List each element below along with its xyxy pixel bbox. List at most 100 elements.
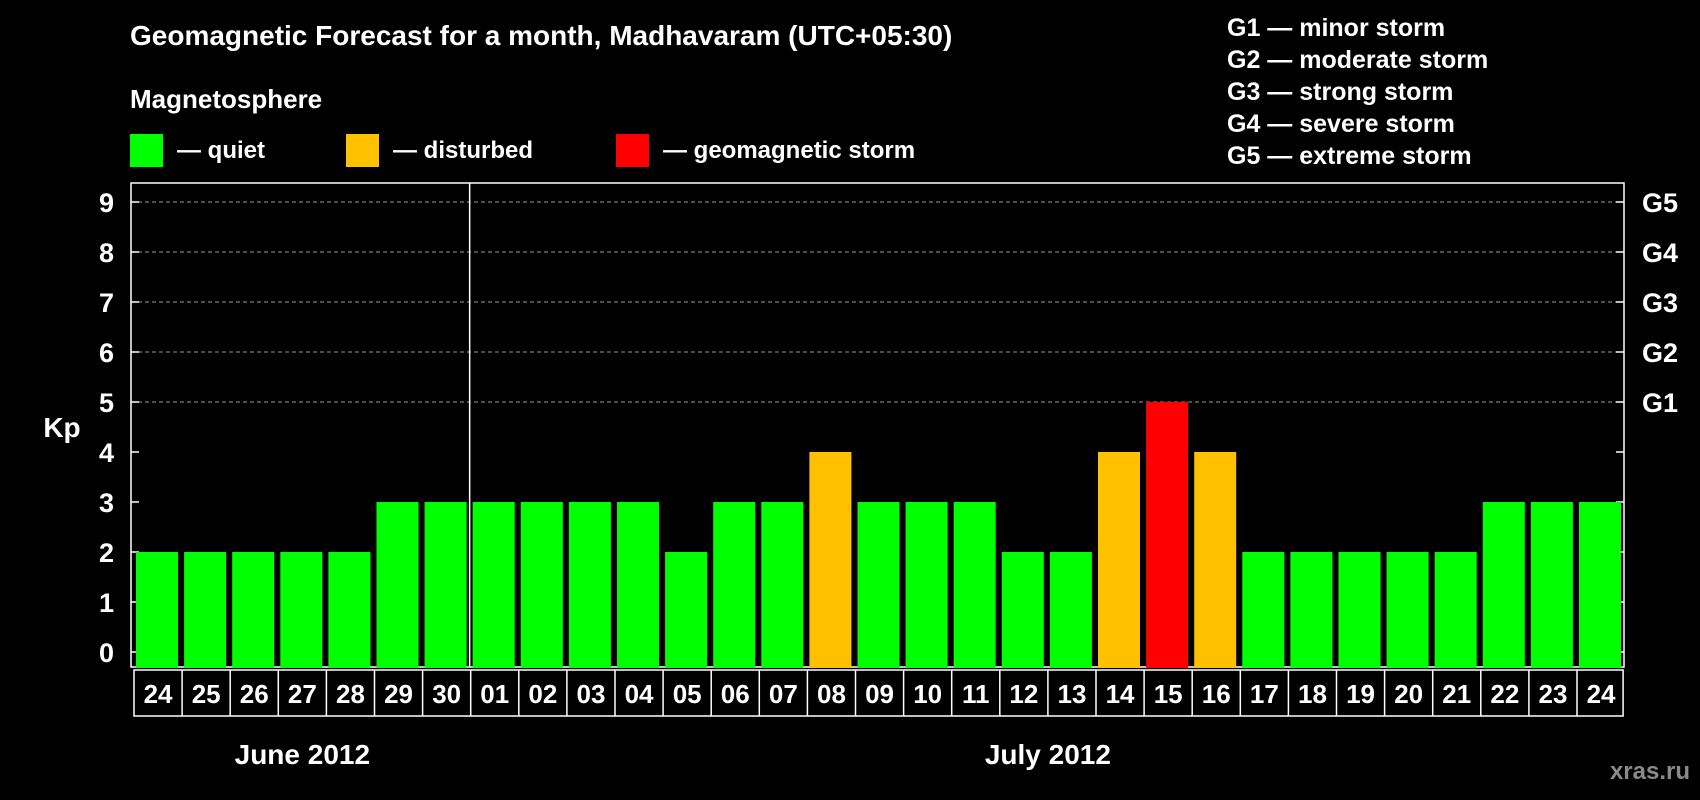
y-tick-label: 1 bbox=[99, 588, 114, 618]
legend-swatch-storm bbox=[616, 134, 649, 167]
legend-label-storm: — geomagnetic storm bbox=[663, 136, 916, 164]
right-axis-label: G5 bbox=[1642, 188, 1678, 218]
kp-bar bbox=[1242, 552, 1285, 668]
y-tick-label: 0 bbox=[99, 638, 114, 668]
x-tick-label: 17 bbox=[1250, 679, 1279, 709]
legend-label-disturbed: — disturbed bbox=[393, 136, 534, 164]
kp-bar bbox=[1146, 402, 1189, 668]
chart-title: Geomagnetic Forecast for a month, Madhav… bbox=[130, 20, 953, 51]
legend-item-disturbed: — disturbed bbox=[346, 134, 533, 167]
x-tick-label: 16 bbox=[1202, 679, 1231, 709]
x-tick-label: 13 bbox=[1057, 679, 1086, 709]
kp-bar bbox=[1001, 552, 1044, 668]
right-axis-label: G1 bbox=[1642, 388, 1678, 418]
storm-level-g3: G3 — strong storm bbox=[1227, 78, 1454, 106]
y-tick-label: 8 bbox=[99, 238, 114, 268]
y-tick-label: 7 bbox=[99, 288, 114, 318]
y-tick-label: 4 bbox=[99, 438, 114, 468]
x-tick-label: 28 bbox=[336, 679, 365, 709]
x-tick-label: 27 bbox=[288, 679, 317, 709]
y-tick-label: 6 bbox=[99, 338, 114, 368]
kp-bar bbox=[713, 502, 756, 668]
kp-bar bbox=[136, 552, 178, 668]
x-tick-label: 04 bbox=[625, 679, 654, 709]
x-tick-label: 29 bbox=[384, 679, 413, 709]
y-tick-label: 9 bbox=[99, 188, 114, 218]
right-axis-label: G2 bbox=[1642, 338, 1678, 368]
kp-bar bbox=[280, 552, 323, 668]
month-label: July 2012 bbox=[985, 739, 1111, 770]
kp-bar bbox=[328, 552, 371, 668]
storm-level-g5: G5 — extreme storm bbox=[1227, 142, 1472, 170]
kp-bar bbox=[617, 502, 659, 668]
kp-bar bbox=[1194, 452, 1237, 668]
kp-bar bbox=[1386, 552, 1429, 668]
legend-item-quiet: — quiet bbox=[130, 134, 265, 167]
x-tick-label: 24 bbox=[144, 679, 173, 709]
y-axis-label: Kp bbox=[43, 412, 80, 443]
kp-bar bbox=[761, 502, 804, 668]
kp-bar bbox=[184, 552, 227, 668]
month-label: June 2012 bbox=[235, 739, 370, 770]
x-tick-label: 06 bbox=[721, 679, 750, 709]
right-axis-label: G3 bbox=[1642, 288, 1678, 318]
kp-bar bbox=[953, 502, 996, 668]
y-tick-label: 2 bbox=[99, 538, 114, 568]
legend-label-quiet: — quiet bbox=[177, 136, 265, 164]
x-tick-label: 11 bbox=[962, 679, 990, 709]
watermark: xras.ru bbox=[1609, 758, 1690, 785]
kp-bar bbox=[472, 502, 515, 668]
x-tick-label: 14 bbox=[1106, 679, 1135, 709]
x-tick-label: 09 bbox=[865, 679, 894, 709]
kp-bar bbox=[568, 502, 611, 668]
kp-bar bbox=[1482, 502, 1525, 668]
kp-bar bbox=[1434, 552, 1477, 668]
x-tick-label: 15 bbox=[1154, 679, 1183, 709]
x-tick-label: 23 bbox=[1538, 679, 1567, 709]
storm-level-g2: G2 — moderate storm bbox=[1227, 46, 1489, 74]
x-tick-label: 01 bbox=[480, 679, 509, 709]
kp-bar bbox=[1290, 552, 1333, 668]
x-tick-label: 03 bbox=[576, 679, 605, 709]
legend-item-storm: — geomagnetic storm bbox=[616, 134, 915, 167]
kp-bar bbox=[1530, 502, 1573, 668]
kp-bar bbox=[232, 552, 275, 668]
kp-bar bbox=[1338, 552, 1381, 668]
kp-bar bbox=[857, 502, 900, 668]
x-tick-label: 30 bbox=[432, 679, 461, 709]
storm-level-legend: G1 — minor storm G2 — moderate storm G3 … bbox=[1227, 12, 1488, 172]
x-tick-label: 25 bbox=[192, 679, 221, 709]
kp-bar bbox=[520, 502, 563, 668]
x-tick-label: 05 bbox=[673, 679, 702, 709]
legend-swatch-quiet bbox=[130, 134, 163, 167]
x-tick-label: 12 bbox=[1009, 679, 1038, 709]
legend-swatch-disturbed bbox=[346, 134, 379, 167]
x-tick-label: 02 bbox=[528, 679, 557, 709]
kp-bar bbox=[665, 552, 708, 668]
kp-bar bbox=[1579, 502, 1621, 668]
kp-bar bbox=[376, 502, 419, 668]
legend-heading: Magnetosphere bbox=[130, 84, 323, 114]
x-tick-label: 26 bbox=[240, 679, 269, 709]
x-tick-label: 19 bbox=[1346, 679, 1375, 709]
date-row-frame bbox=[133, 669, 1624, 717]
kp-bar bbox=[1098, 452, 1140, 668]
x-tick-label: 18 bbox=[1298, 679, 1327, 709]
x-tick-label: 20 bbox=[1394, 679, 1423, 709]
storm-level-g1: G1 — minor storm bbox=[1227, 14, 1446, 42]
kp-bar bbox=[809, 452, 852, 668]
x-tick-label: 22 bbox=[1490, 679, 1519, 709]
right-axis-label: G4 bbox=[1642, 238, 1678, 268]
storm-level-g4: G4 — severe storm bbox=[1227, 110, 1455, 138]
kp-bar bbox=[905, 502, 948, 668]
x-tick-label: 07 bbox=[769, 679, 798, 709]
kp-bar bbox=[424, 502, 467, 668]
x-tick-label: 08 bbox=[817, 679, 846, 709]
x-tick-label: 24 bbox=[1587, 679, 1616, 709]
x-tick-label: 21 bbox=[1442, 679, 1471, 709]
kp-bar bbox=[1049, 552, 1092, 668]
y-tick-label: 5 bbox=[99, 388, 114, 418]
x-tick-label: 10 bbox=[913, 679, 942, 709]
y-tick-label: 3 bbox=[99, 488, 114, 518]
